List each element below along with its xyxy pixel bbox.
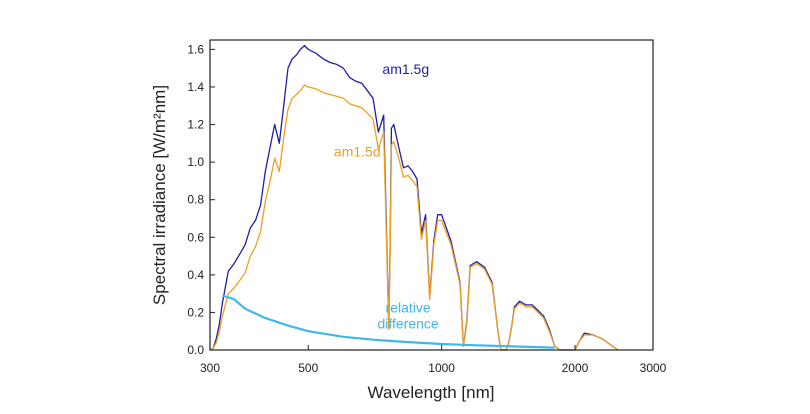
series-line-am1-5g (209, 44, 619, 351)
series-label-am1-5d: am1.5d (334, 143, 381, 159)
y-tick-label: 0.6 (187, 230, 204, 244)
x-tick-label: 3000 (640, 361, 667, 375)
y-tick-label: 1.6 (187, 42, 204, 56)
series-line-am1-5d (209, 84, 619, 351)
plot-frame (209, 39, 654, 351)
x-tick-label: 500 (298, 361, 318, 375)
y-axis-title: Spectral irradiance [W/m²nm] (150, 85, 169, 305)
x-tick-label: 2000 (562, 361, 589, 375)
plot-series (209, 44, 619, 351)
y-tick-label: 0.8 (187, 193, 204, 207)
y-tick-label: 0.2 (187, 305, 204, 319)
x-axis: 300 500 1000 2000 3000 (200, 345, 667, 375)
series-line-relative-difference (222, 294, 555, 349)
x-tick-label: 300 (200, 361, 220, 375)
y-axis: 0.0 0.2 0.4 0.6 0.8 1.0 1.2 1.4 1.6 (187, 42, 215, 357)
y-tick-label: 0.4 (187, 268, 204, 282)
y-tick-label: 1.2 (187, 118, 204, 132)
series-label-am1-5g: am1.5g (382, 61, 429, 77)
y-tick-label: 1.4 (187, 80, 204, 94)
y-tick-label: 0.0 (187, 343, 204, 357)
series-label-relative-difference: relative difference (377, 299, 438, 331)
y-tick-label: 1.0 (187, 155, 204, 169)
x-axis-title: Wavelength [nm] (368, 383, 495, 402)
series-labels: am1.5g am1.5d relative difference (334, 61, 439, 332)
x-tick-label: 1000 (428, 361, 455, 375)
